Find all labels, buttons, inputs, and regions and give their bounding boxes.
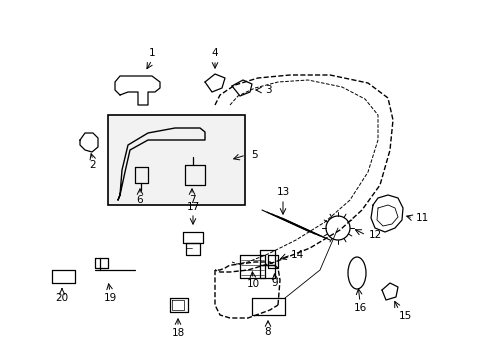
Text: 14: 14 bbox=[290, 250, 303, 260]
Text: 16: 16 bbox=[353, 303, 366, 313]
Text: 2: 2 bbox=[89, 160, 96, 170]
Text: 10: 10 bbox=[246, 279, 259, 289]
Text: 13: 13 bbox=[276, 187, 289, 197]
Text: 3: 3 bbox=[264, 85, 271, 95]
Text: 1: 1 bbox=[148, 48, 155, 58]
Text: 4: 4 bbox=[211, 48, 218, 58]
Text: 5: 5 bbox=[250, 150, 257, 160]
Text: 15: 15 bbox=[398, 311, 411, 321]
Text: 18: 18 bbox=[171, 328, 184, 338]
Text: 12: 12 bbox=[367, 230, 381, 240]
Text: 11: 11 bbox=[414, 213, 428, 223]
Text: 9: 9 bbox=[271, 278, 278, 288]
Text: 19: 19 bbox=[103, 293, 116, 303]
Text: 7: 7 bbox=[188, 195, 195, 205]
Bar bbox=[108, 115, 244, 205]
Text: 20: 20 bbox=[55, 293, 68, 303]
Text: 8: 8 bbox=[264, 327, 271, 337]
Text: 17: 17 bbox=[186, 202, 199, 212]
Text: 6: 6 bbox=[137, 195, 143, 205]
